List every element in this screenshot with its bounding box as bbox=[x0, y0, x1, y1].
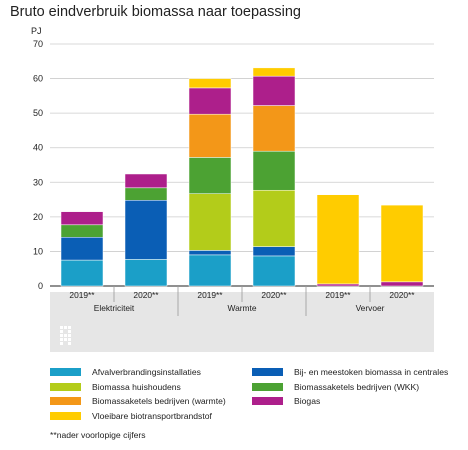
legend-label: Afvalverbrandingsinstallaties bbox=[92, 367, 201, 377]
y-tick-label: 50 bbox=[33, 108, 43, 118]
legend-swatch bbox=[252, 382, 283, 391]
group-label: Warmte bbox=[227, 303, 256, 313]
y-tick-label: 60 bbox=[33, 74, 43, 84]
legend-item-ketels_warmte: Biomassaketels bedrijven (warmte) bbox=[50, 396, 226, 406]
chart-title: Bruto eindverbruik biomassa naar toepass… bbox=[10, 4, 301, 20]
bar-segment-biogas bbox=[60, 211, 104, 226]
bar-segment-biogas bbox=[380, 281, 424, 287]
bar-segment-afval bbox=[252, 255, 296, 287]
legend-label: Biomassaketels bedrijven (WKK) bbox=[294, 381, 420, 392]
bar-segment-centrales bbox=[252, 246, 296, 257]
legend-item-biotransport: Vloeibare biotransportbrandstof bbox=[50, 411, 212, 421]
legend-label: Bij- en meestoken biomassa in centrales bbox=[294, 367, 449, 377]
bar-segment-ketels_wkk bbox=[60, 224, 104, 238]
legend-item-huishoudens: Biomassa huishoudens bbox=[50, 382, 181, 392]
bar-segment-huishoudens bbox=[252, 189, 296, 247]
bar-segment-huishoudens bbox=[188, 193, 232, 251]
y-tick-label: 0 bbox=[38, 281, 43, 291]
bar-segment-centrales bbox=[188, 250, 232, 256]
bar-segment-biogas bbox=[124, 173, 168, 189]
x-tick-label: 2020** bbox=[133, 290, 159, 300]
bar-segment-biotransport bbox=[252, 67, 296, 77]
y-tick-label: 40 bbox=[33, 143, 43, 153]
legend-swatch bbox=[50, 382, 81, 391]
legend-label: Biomassa huishoudens bbox=[92, 381, 181, 392]
bar-segment-centrales bbox=[124, 200, 168, 260]
legend-label: Biogas bbox=[294, 396, 321, 406]
cbs-logo-icon bbox=[60, 326, 71, 345]
bar-segment-biogas bbox=[188, 87, 232, 115]
bar-segment-biogas bbox=[252, 75, 296, 106]
bar-segment-ketels_wkk bbox=[188, 157, 232, 194]
legend-item-biogas: Biogas bbox=[252, 396, 320, 406]
x-category-labels: 2019** 2020** 2019** 2020** 2019** 2020** Elek… bbox=[69, 286, 415, 316]
x-tick-label: 2019** bbox=[69, 290, 95, 300]
x-tick-label: 2019** bbox=[325, 290, 351, 300]
legend-swatch bbox=[50, 411, 81, 420]
chart-canvas: 0 10 20 30 40 50 60 70 2019** 2020** 2019** 2020**… bbox=[33, 39, 434, 352]
legend-label: Biomassaketels bedrijven (warmte) bbox=[92, 396, 226, 406]
bar-segment-afval bbox=[60, 259, 104, 287]
footnote: **nader voorlopige cijfers bbox=[50, 430, 146, 440]
group-label: Vervoer bbox=[356, 303, 385, 313]
bar-segment-ketels_wkk bbox=[124, 187, 168, 201]
y-tick-label: 30 bbox=[33, 177, 43, 187]
legend-swatch bbox=[252, 397, 283, 405]
legend-swatch bbox=[252, 368, 283, 376]
y-tick-label: 10 bbox=[33, 246, 43, 256]
y-axis-unit: PJ bbox=[31, 26, 42, 36]
bar-segment-biotransport bbox=[188, 78, 232, 89]
y-tick-label: 20 bbox=[33, 212, 43, 222]
bar-segment-ketels_wkk bbox=[252, 150, 296, 191]
x-tick-label: 2020** bbox=[261, 290, 287, 300]
y-tick-labels: 0 10 20 30 40 50 60 70 bbox=[33, 39, 43, 291]
legend-swatch bbox=[50, 397, 81, 405]
bar-segment-afval bbox=[188, 254, 232, 287]
bars bbox=[60, 67, 424, 287]
bar-segment-biotransport bbox=[316, 194, 360, 285]
group-label: Elektriciteit bbox=[94, 303, 135, 313]
bar-segment-ketels_warmte bbox=[252, 105, 296, 152]
bar-segment-afval bbox=[124, 259, 168, 287]
x-tick-label: 2019** bbox=[197, 290, 223, 300]
legend-swatch bbox=[50, 368, 81, 376]
bar-segment-ketels_warmte bbox=[188, 113, 232, 158]
legend-item-afval: Afvalverbrandingsinstallaties bbox=[50, 367, 201, 377]
legend-item-centrales: Bij- en meestoken biomassa in centrales bbox=[252, 367, 448, 377]
bar-segment-biotransport bbox=[380, 204, 424, 283]
y-tick-label: 70 bbox=[33, 39, 43, 49]
legend-label: Vloeibare biotransportbrandstof bbox=[92, 410, 212, 421]
x-tick-label: 2020** bbox=[389, 290, 415, 300]
bar-segment-centrales bbox=[60, 237, 104, 261]
bar-segment-biogas bbox=[316, 283, 360, 287]
legend-item-ketels_wkk: Biomassaketels bedrijven (WKK) bbox=[252, 382, 419, 392]
gridlines bbox=[50, 43, 434, 287]
